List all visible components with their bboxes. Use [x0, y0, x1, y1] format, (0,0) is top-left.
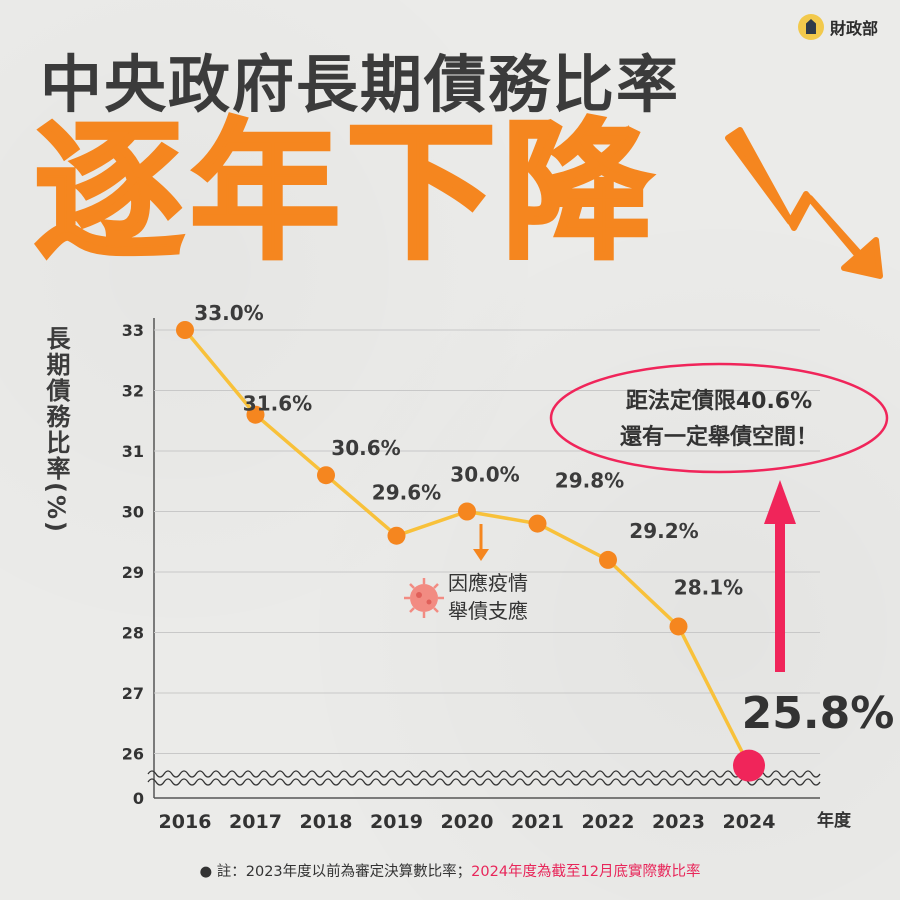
- x-tick-label: 2017: [229, 811, 282, 833]
- x-tick-label: 2021: [511, 811, 564, 833]
- data-point: [733, 749, 765, 782]
- covid-annotation: 因應疫情 舉債支應: [404, 524, 528, 623]
- data-label: 29.2%: [629, 519, 698, 543]
- data-point: [458, 502, 476, 521]
- data-label-highlight: 25.8%: [742, 688, 895, 739]
- y-tick-label: 31: [122, 442, 144, 461]
- y-tick-label: 26: [122, 745, 144, 764]
- data-point: [669, 617, 688, 636]
- y-tick-label: 29: [122, 563, 144, 582]
- data-label: 30.6%: [331, 436, 400, 460]
- data-label: 31.6%: [243, 392, 312, 416]
- data-point: [599, 550, 617, 569]
- up-arrow-icon: [764, 480, 796, 672]
- x-tick-label: 2023: [652, 811, 705, 833]
- data-point: [317, 466, 335, 485]
- x-tick-label: 2016: [159, 811, 212, 833]
- y-tick-label: 27: [122, 684, 144, 703]
- data-point: [528, 514, 547, 533]
- covid-annotation-line-1: 因應疫情: [448, 571, 528, 595]
- x-axis-label: 年度: [817, 810, 852, 831]
- callout-line-1: 距法定債限40.6%: [626, 388, 812, 414]
- ministry-emblem-icon: [797, 14, 824, 40]
- y-tick-label: 0: [133, 789, 144, 808]
- x-tick-label: 2020: [441, 811, 494, 833]
- callout-line-2: 還有一定舉債空間！: [620, 424, 818, 450]
- x-tick-label: 2018: [300, 811, 353, 833]
- ministry-name: 財政部: [829, 19, 878, 38]
- footnote: ● 註：2023年度以前為審定決算數比率；2024年度為截至12月底實際數比率: [0, 860, 900, 881]
- debt-limit-callout: 距法定債限40.6% 還有一定舉債空間！: [549, 362, 889, 474]
- covid-annotation-line-2: 舉債支應: [448, 599, 528, 623]
- data-label: 30.0%: [450, 463, 519, 487]
- virus-icon: [404, 578, 444, 618]
- data-label: 28.1%: [674, 575, 743, 599]
- y-axis-label: 長期債務比率(%): [42, 326, 70, 534]
- axis-break-line: [147, 778, 821, 786]
- footnote-highlight: 2024年度為截至12月底實際數比率: [471, 864, 701, 880]
- down-arrow-icon: [725, 127, 883, 279]
- data-point: [387, 526, 406, 545]
- y-tick-label: 28: [122, 624, 144, 643]
- data-point: [176, 321, 194, 339]
- y-tick-label: 32: [122, 382, 144, 401]
- title-line-2: 逐年下降: [32, 106, 659, 280]
- x-tick-label: 2022: [582, 811, 635, 833]
- ministry-logo: 財政部: [797, 14, 878, 40]
- title-line-1: 中央政府長期債務比率: [40, 48, 681, 121]
- x-tick-label: 2019: [370, 811, 423, 833]
- y-tick-label: 33: [122, 321, 144, 340]
- data-point: [246, 405, 265, 424]
- x-tick-label: 2024: [723, 811, 776, 833]
- axis-break-line: [147, 770, 821, 778]
- data-label: 29.8%: [555, 469, 624, 493]
- data-label: 29.6%: [372, 481, 441, 505]
- footnote-text: ● 註：2023年度以前為審定決算數比率；: [199, 864, 472, 880]
- y-tick-label: 30: [122, 503, 144, 522]
- data-label: 33.0%: [194, 301, 263, 325]
